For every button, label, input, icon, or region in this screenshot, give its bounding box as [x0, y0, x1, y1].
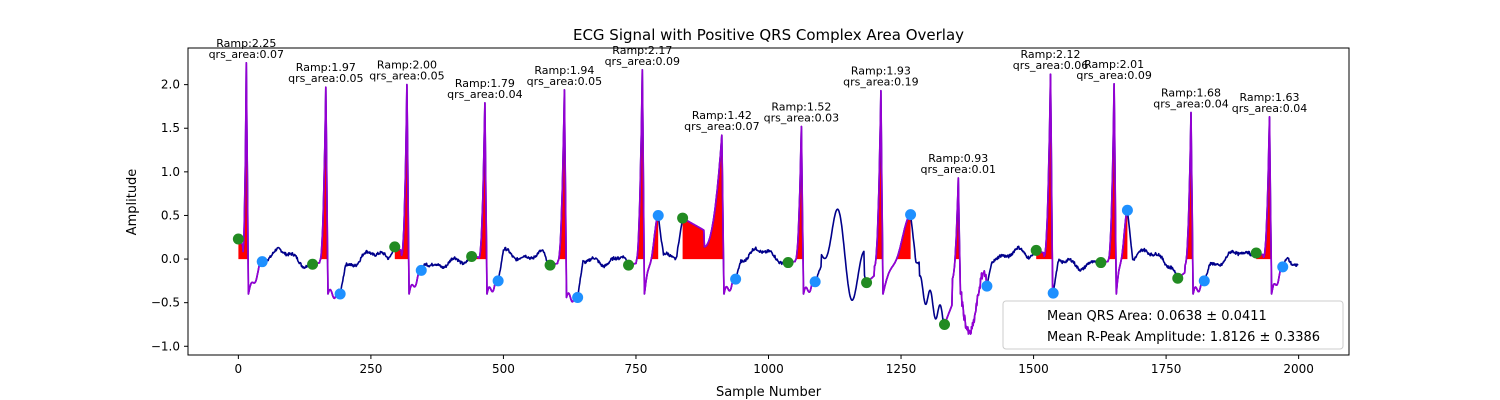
- qrs-area-label-8: qrs_area:0.03: [764, 111, 839, 124]
- qrs-onset-marker-8: [782, 257, 794, 269]
- qrs-area-label-7: qrs_area:0.07: [684, 120, 759, 133]
- ramp-label-7: Ramp:1.42: [692, 109, 752, 122]
- qrs-onset-marker-13: [1172, 272, 1184, 284]
- qrs-area-fill-14: [1256, 116, 1283, 260]
- qrs-segment-9: [865, 89, 912, 295]
- qrs-offset-marker-13: [1198, 275, 1210, 287]
- x-tick-label: 1250: [886, 362, 917, 376]
- legend: Mean QRS Area: 0.0638 ± 0.0411 Mean R-Pea…: [1002, 300, 1344, 350]
- qrs-offset-marker-6: [652, 209, 664, 221]
- ramp-label-6: Ramp:2.17: [612, 44, 672, 57]
- y-tick-label: 0.0: [161, 252, 180, 266]
- ramp-label-10: Ramp:0.93: [928, 152, 988, 165]
- y-tick-label: 0.5: [161, 208, 180, 222]
- legend-entry-1: Mean QRS Area: 0.0638 ± 0.0411: [1047, 309, 1267, 324]
- qrs-offset-marker-5: [572, 291, 584, 303]
- qrs-onset-marker-9: [861, 277, 873, 289]
- qrs-area-label-1: qrs_area:0.07: [209, 48, 284, 61]
- ramp-label-8: Ramp:1.52: [771, 100, 831, 113]
- qrs-area-label-3: qrs_area:0.05: [369, 70, 444, 83]
- qrs-offset-marker-9: [905, 209, 917, 221]
- qrs-onset-marker-14: [1250, 247, 1262, 259]
- x-axis-label: Sample Number: [716, 385, 822, 400]
- y-axis-label: Amplitude: [125, 169, 140, 236]
- qrs-segment-7: [682, 134, 737, 295]
- ramp-label-5: Ramp:1.94: [534, 64, 594, 77]
- qrs-offset-marker-2: [334, 288, 346, 300]
- qrs-onset-marker-3: [389, 241, 401, 253]
- qrs-onset-marker-12: [1095, 257, 1107, 269]
- x-tick-label: 2000: [1283, 362, 1314, 376]
- x-tick-label: 250: [359, 362, 382, 376]
- qrs-offset-marker-11: [1047, 287, 1059, 299]
- y-tick-label: 1.0: [161, 165, 180, 179]
- x-tick-label: 1500: [1018, 362, 1049, 376]
- qrs-segment-10: [943, 177, 988, 335]
- ramp-label-11: Ramp:2.12: [1021, 48, 1081, 61]
- qrs-onset-marker-5: [544, 259, 556, 271]
- axes: 0 250 500 750 1000 1250 1500 1750 2000 −1.0 −0.5 0.…: [151, 47, 1350, 376]
- qrs-onset-marker-11: [1030, 244, 1042, 256]
- qrs-offset-marker-7: [730, 273, 742, 285]
- ramp-label-9: Ramp:1.93: [851, 65, 911, 78]
- y-tick-label: −1.0: [151, 339, 180, 353]
- qrs-area-label-11: qrs_area:0.06: [1013, 59, 1088, 72]
- qrs-segment-1: [237, 61, 264, 295]
- x-tick-label: 1000: [753, 362, 784, 376]
- qrs-onset-marker-6: [623, 259, 635, 271]
- ramp-label-4: Ramp:1.79: [455, 77, 515, 90]
- qrs-area-label-9: qrs_area:0.19: [843, 76, 918, 89]
- qrs-onset-marker-10: [939, 318, 951, 330]
- plot-area: Ramp:2.25qrs_area:0.07Ramp:1.97qrs_area:…: [209, 37, 1307, 335]
- qrs-segment-13: [1177, 111, 1206, 295]
- qrs-onset-marker-7: [677, 212, 689, 224]
- qrs-area-label-13: qrs_area:0.04: [1153, 98, 1228, 111]
- qrs-area-label-4: qrs_area:0.04: [447, 88, 522, 101]
- x-tick-label: 500: [492, 362, 515, 376]
- qrs-offset-marker-12: [1121, 204, 1133, 216]
- qrs-offset-marker-8: [809, 276, 821, 288]
- chart-title: ECG Signal with Positive QRS Complex Are…: [573, 26, 964, 44]
- qrs-area-label-14: qrs_area:0.04: [1232, 102, 1307, 115]
- y-tick-label: −0.5: [151, 296, 180, 310]
- qrs-area-label-6: qrs_area:0.09: [605, 55, 680, 68]
- x-tick-label: 750: [625, 362, 648, 376]
- qrs-area-label-12: qrs_area:0.09: [1076, 69, 1151, 82]
- ramp-label-3: Ramp:2.00: [377, 59, 437, 72]
- qrs-area-label-2: qrs_area:0.05: [288, 72, 363, 85]
- ramp-label-13: Ramp:1.68: [1161, 87, 1221, 100]
- qrs-offset-marker-3: [415, 264, 427, 276]
- qrs-onset-marker-2: [307, 258, 319, 270]
- qrs-offset-marker-1: [256, 256, 268, 268]
- ramp-label-2: Ramp:1.97: [296, 61, 356, 74]
- qrs-area-fill-5: [550, 89, 578, 260]
- qrs-area-label-5: qrs_area:0.05: [527, 75, 602, 88]
- x-tick-label: 0: [235, 362, 243, 376]
- qrs-onset-marker-4: [466, 250, 478, 262]
- qrs-offset-marker-14: [1277, 261, 1289, 273]
- qrs-onset-marker-1: [232, 233, 244, 245]
- qrs-area-fill-9: [866, 90, 911, 260]
- qrs-area-fill-4: [471, 102, 499, 260]
- x-tick-label: 1750: [1151, 362, 1182, 376]
- qrs-offset-marker-10: [981, 280, 993, 292]
- ramp-label-14: Ramp:1.63: [1239, 91, 1299, 104]
- qrs-offset-marker-4: [492, 275, 504, 287]
- qrs-area-fill-11: [1036, 74, 1054, 260]
- qrs-area-fill-12: [1100, 83, 1128, 260]
- legend-box: [1002, 300, 1344, 350]
- y-tick-label: 2.0: [161, 78, 180, 92]
- y-tick-label: 1.5: [161, 121, 180, 135]
- ramp-label-1: Ramp:2.25: [216, 37, 276, 50]
- legend-entry-2: Mean R-Peak Amplitude: 1.8126 ± 0.3386: [1047, 330, 1320, 345]
- qrs-area-label-10: qrs_area:0.01: [921, 163, 996, 176]
- ramp-label-12: Ramp:2.01: [1084, 58, 1144, 71]
